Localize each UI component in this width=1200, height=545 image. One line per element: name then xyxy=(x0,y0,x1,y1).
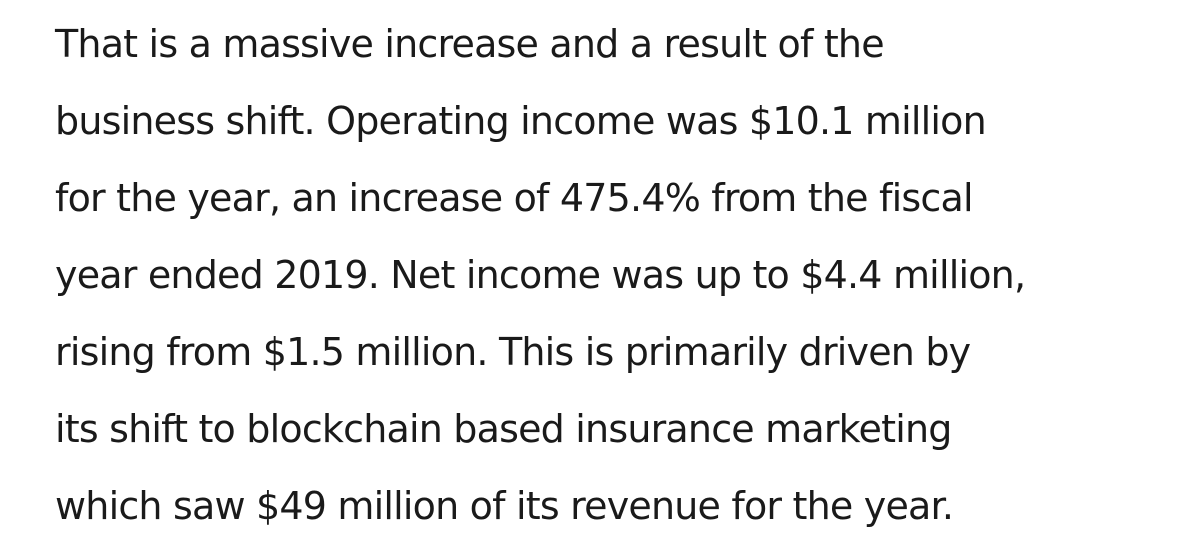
paragraph-line: its shift to blockchain based insurance … xyxy=(55,407,952,451)
paragraph-line: business shift. Operating income was $10… xyxy=(55,99,987,143)
article-paragraph: That is a massive increase and a result … xyxy=(55,0,1195,545)
paragraph-line: year ended 2019. Net income was up to $4… xyxy=(55,253,1026,297)
paragraph-line: for the year, an increase of 475.4% from… xyxy=(55,176,974,220)
paragraph-line: That is a massive increase and a result … xyxy=(55,22,885,66)
paragraph-line: rising from $1.5 million. This is primar… xyxy=(55,330,971,374)
paragraph-line: which saw $49 million of its revenue for… xyxy=(55,484,954,528)
